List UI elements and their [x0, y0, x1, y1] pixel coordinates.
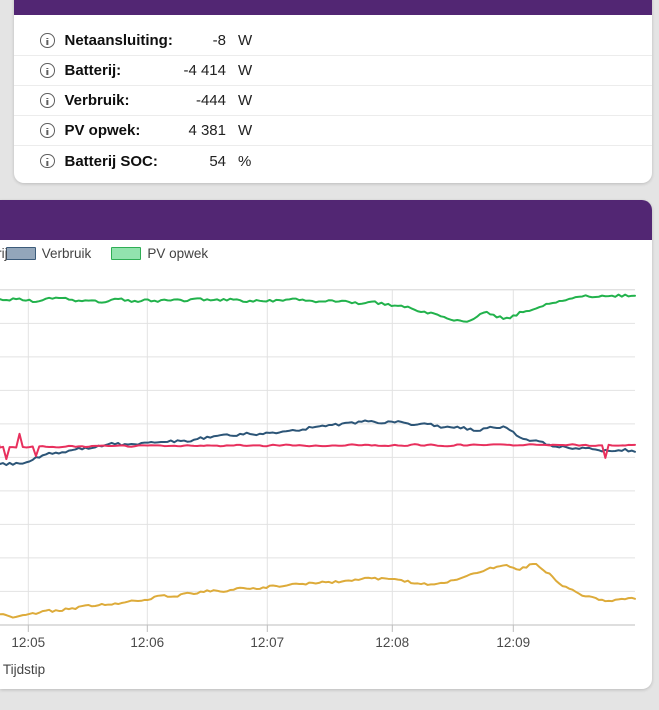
svg-text:12:06: 12:06: [130, 635, 164, 650]
svg-text:12:07: 12:07: [250, 635, 284, 650]
svg-text:12:09: 12:09: [496, 635, 530, 650]
svg-text:12:05: 12:05: [11, 635, 45, 650]
svg-text:12:08: 12:08: [375, 635, 409, 650]
